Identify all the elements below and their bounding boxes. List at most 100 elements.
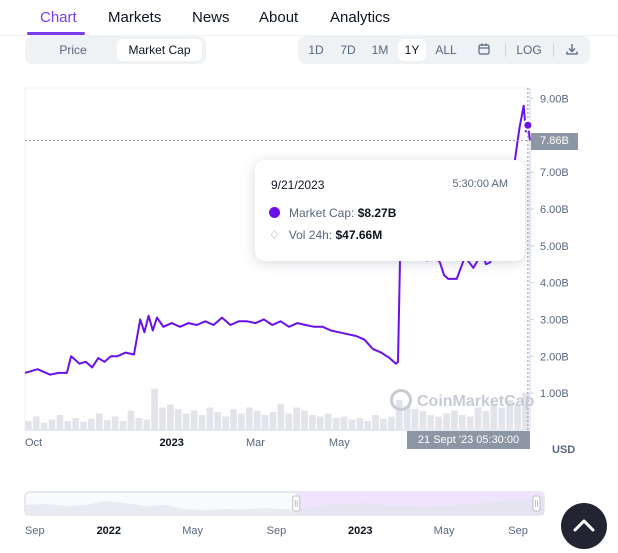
range-1y-button[interactable]: 1Y [398, 39, 426, 61]
navigator-tick-label: 2023 [348, 525, 372, 537]
volume-bar [380, 418, 387, 430]
navigator-tick-label: Sep [508, 525, 528, 537]
scroll-to-top-button[interactable] [561, 503, 607, 549]
volume-bar [206, 407, 214, 430]
calendar-icon [478, 43, 490, 55]
volume-bar [506, 400, 514, 430]
volume-bar [159, 407, 166, 430]
volume-bar [364, 421, 372, 430]
y-tick-label: 5.00B [540, 241, 569, 253]
calendar-button[interactable] [472, 39, 496, 61]
x-tick-label: May [329, 437, 350, 449]
market-cap-toggle-button[interactable]: Market Cap [117, 39, 202, 61]
volume-bar [372, 415, 379, 430]
y-tick-label: 2.00B [540, 351, 569, 363]
volume-bar [222, 416, 229, 430]
tooltip-date: 9/21/2023 [271, 178, 325, 192]
volume-bars [25, 388, 529, 430]
volume-bar [324, 413, 332, 430]
watermark: CoinMarketCap [390, 389, 534, 411]
navigator-handle [292, 495, 301, 512]
volume-bar [340, 416, 348, 430]
log-scale-button[interactable]: LOG [516, 43, 542, 57]
navigator-tick-label: Sep [267, 525, 287, 537]
coinmarketcap-logo-icon [390, 389, 412, 411]
volume-bar [356, 418, 364, 430]
volume-bar [103, 420, 111, 430]
tooltip-market-cap-row: Market Cap: $8.27B [269, 206, 396, 220]
crosshair [25, 88, 534, 430]
volume-bar [56, 415, 64, 430]
x-tick-label: Mar [246, 437, 265, 449]
crosshair-time-label: 21 Sept '23 05:30:00 [407, 431, 530, 449]
navigator-area [25, 496, 544, 515]
volume-bar [135, 418, 143, 430]
range-divider [553, 43, 554, 57]
volume-bar [411, 409, 419, 430]
volume-bar [293, 407, 300, 430]
range-divider [505, 43, 506, 57]
range-all-button[interactable]: ALL [435, 43, 457, 57]
y-tick-label: 4.00B [540, 278, 569, 290]
volume-bar [182, 413, 190, 430]
volume-bar [395, 400, 403, 430]
volume-bar [88, 418, 95, 430]
series-dot-icon [269, 207, 280, 218]
navigator-tick-label: Sep [25, 525, 45, 537]
x-tick-label: Oct [25, 437, 42, 449]
volume-bar [40, 422, 48, 430]
y-tick-label: 6.00B [540, 204, 569, 216]
volume-bar [25, 421, 32, 430]
tooltip-time: 5:30:00 AM [452, 178, 508, 190]
navigator-handle [532, 495, 541, 512]
range-1m-button[interactable]: 1M [371, 43, 389, 57]
volume-bar [403, 406, 411, 430]
range-navigator[interactable]: Sep 2022 May Sep 2023 May Sep [24, 491, 545, 537]
volume-bar [277, 403, 285, 430]
volume-bar [498, 407, 506, 430]
volume-bar [80, 421, 87, 430]
volume-bar [119, 421, 127, 430]
price-toggle-button[interactable]: Price [59, 43, 87, 57]
volume-bar [143, 419, 151, 430]
volume-bar [238, 413, 245, 430]
volume-bar [435, 416, 443, 430]
volume-bar [32, 416, 40, 430]
download-button[interactable] [560, 39, 584, 61]
volume-bar [198, 415, 206, 430]
volume-bar [301, 410, 308, 430]
tab-analytics[interactable]: Analytics [330, 9, 391, 26]
top-nav: Chart Markets News About Analytics [0, 0, 618, 36]
volume-bar [427, 415, 435, 430]
tooltip-volume-row: ♢ Vol 24h: $47.66M [269, 228, 382, 242]
market-cap-line [24, 104, 531, 376]
volume-bar [309, 415, 316, 430]
y-tick-label: 7.00B [540, 167, 569, 179]
volume-bar [387, 416, 395, 430]
volume-bar [522, 392, 529, 430]
tooltip-market-cap-label: Market Cap: [289, 206, 355, 220]
x-axis: Oct 2023 Mar May [25, 437, 350, 449]
tab-news[interactable]: News [192, 9, 230, 26]
volume-bar [482, 411, 490, 430]
volume-bar [332, 418, 340, 430]
tooltip-volume-value: $47.66M [335, 228, 383, 242]
tab-chart[interactable]: Chart [40, 9, 77, 26]
volume-bar [419, 411, 427, 430]
tab-about[interactable]: About [259, 9, 299, 26]
range-1d-button[interactable]: 1D [308, 43, 324, 57]
volume-diamond-icon: ♢ [269, 228, 280, 242]
chart-tooltip: 9/21/2023 5:30:00 AM Market Cap: $8.27B … [255, 160, 525, 261]
volume-bar [96, 413, 103, 430]
volume-bar [48, 419, 56, 430]
tab-markets[interactable]: Markets [108, 9, 162, 26]
volume-bar [466, 416, 474, 430]
volume-bar [127, 410, 135, 430]
range-7d-button[interactable]: 7D [340, 43, 356, 57]
volume-bar [190, 410, 198, 430]
volume-bar [316, 416, 324, 430]
y-tick-label: 9.00B [540, 93, 569, 105]
crosshair-price-label: 7.86B [531, 133, 578, 150]
volume-bar [458, 415, 466, 430]
